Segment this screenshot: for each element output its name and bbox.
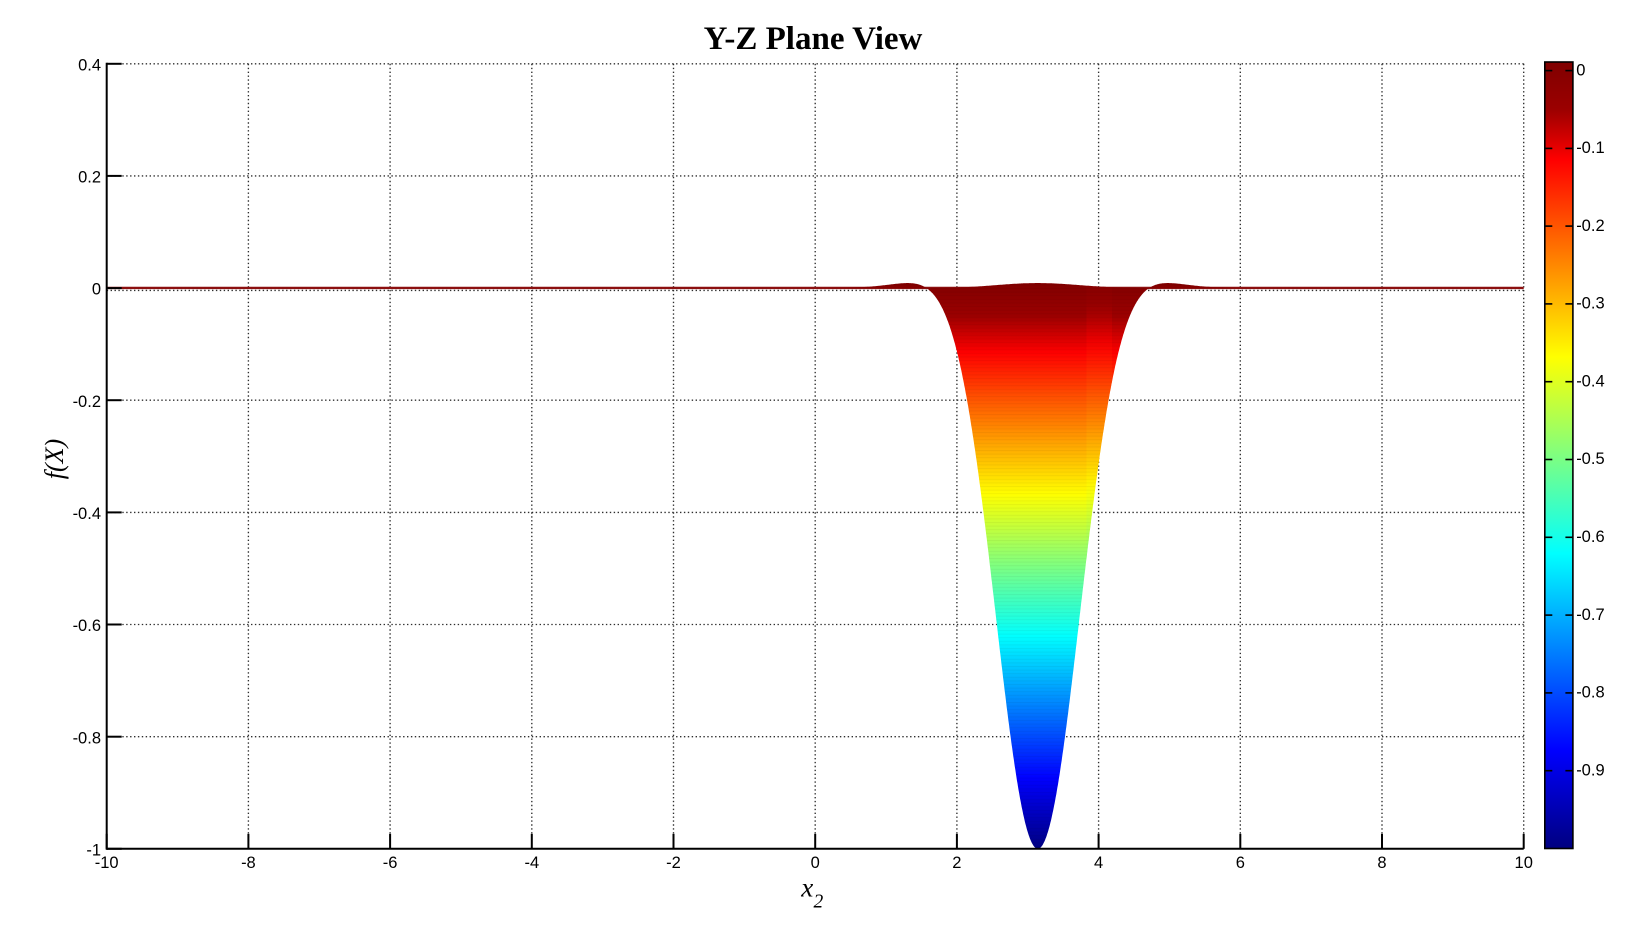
svg-text:0: 0: [1576, 61, 1585, 79]
svg-text:-0.6: -0.6: [73, 617, 101, 635]
svg-text:-0.1: -0.1: [1576, 139, 1604, 157]
svg-text:0.4: 0.4: [78, 56, 101, 74]
svg-text:-2: -2: [666, 854, 681, 872]
svg-text:-4: -4: [524, 854, 539, 872]
svg-text:-0.8: -0.8: [1576, 684, 1604, 702]
svg-text:-0.8: -0.8: [73, 729, 101, 747]
svg-text:-0.3: -0.3: [1576, 295, 1604, 313]
svg-text:4: 4: [1094, 854, 1103, 872]
svg-text:8: 8: [1377, 854, 1386, 872]
svg-text:-1: -1: [86, 841, 101, 859]
svg-text:0.2: 0.2: [78, 169, 101, 187]
svg-text:-0.5: -0.5: [1576, 450, 1604, 468]
svg-text:10: 10: [1515, 854, 1533, 872]
svg-text:-6: -6: [383, 854, 398, 872]
svg-text:2: 2: [814, 892, 824, 913]
svg-text:-0.7: -0.7: [1576, 606, 1604, 624]
svg-text:Y-Z Plane View: Y-Z Plane View: [704, 21, 923, 57]
svg-text:0: 0: [811, 854, 820, 872]
svg-text:-0.2: -0.2: [73, 393, 101, 411]
svg-text:-8: -8: [241, 854, 256, 872]
svg-text:-10: -10: [95, 854, 119, 872]
svg-text:x: x: [800, 873, 813, 903]
svg-text:-0.9: -0.9: [1576, 761, 1604, 779]
svg-text:2: 2: [952, 854, 961, 872]
svg-text:f(X): f(X): [40, 439, 69, 479]
svg-text:-0.2: -0.2: [1576, 217, 1604, 235]
svg-text:-0.4: -0.4: [1576, 372, 1604, 390]
svg-text:-0.4: -0.4: [73, 505, 101, 523]
svg-text:0: 0: [92, 281, 101, 299]
svg-text:6: 6: [1236, 854, 1245, 872]
svg-text:-0.6: -0.6: [1576, 528, 1604, 546]
